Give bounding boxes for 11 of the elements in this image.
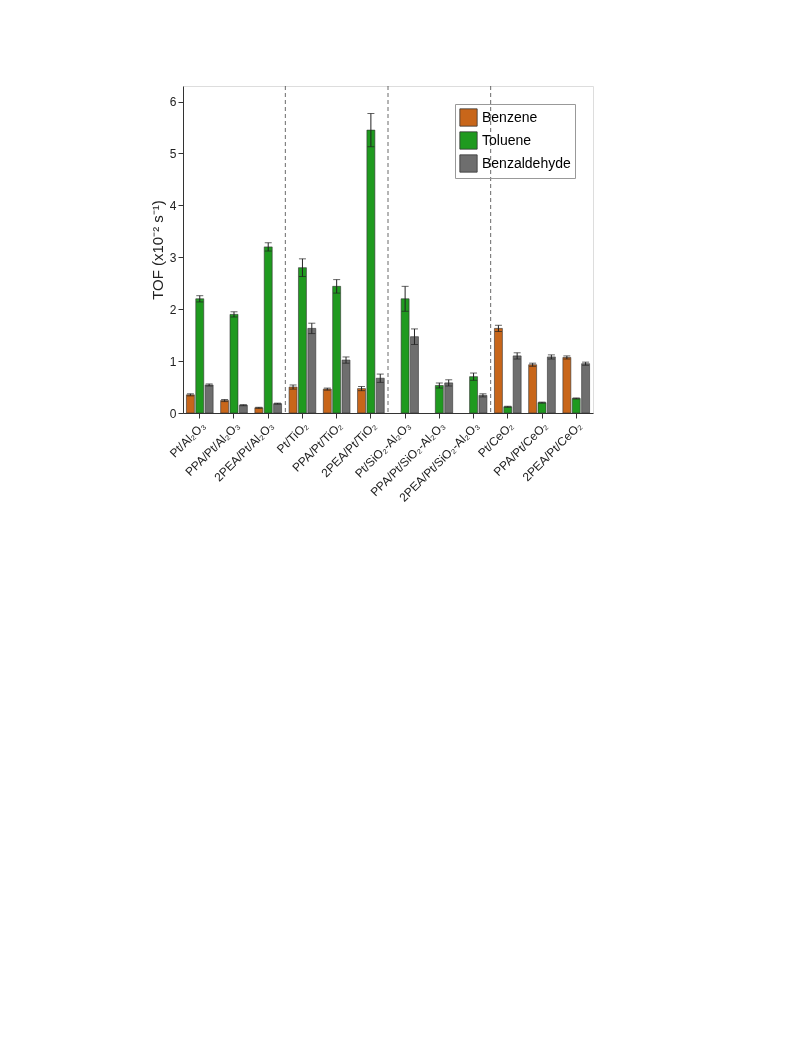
y-tick-label: 0 (169, 406, 177, 421)
y-tick-label: 6 (169, 95, 177, 110)
y-axis-title: TOF (x10⁻² s⁻¹) (148, 200, 166, 300)
y-tick-label: 3 (169, 250, 177, 265)
y-tick-label: 5 (169, 146, 177, 161)
y-tick-label: 1 (169, 354, 177, 369)
legend-label: Benzene (482, 108, 538, 125)
legend-label: Benzaldehyde (482, 154, 571, 171)
y-tick-label: 2 (169, 302, 177, 317)
legend-label: Toluene (482, 131, 532, 148)
y-tick-label: 4 (169, 198, 177, 213)
